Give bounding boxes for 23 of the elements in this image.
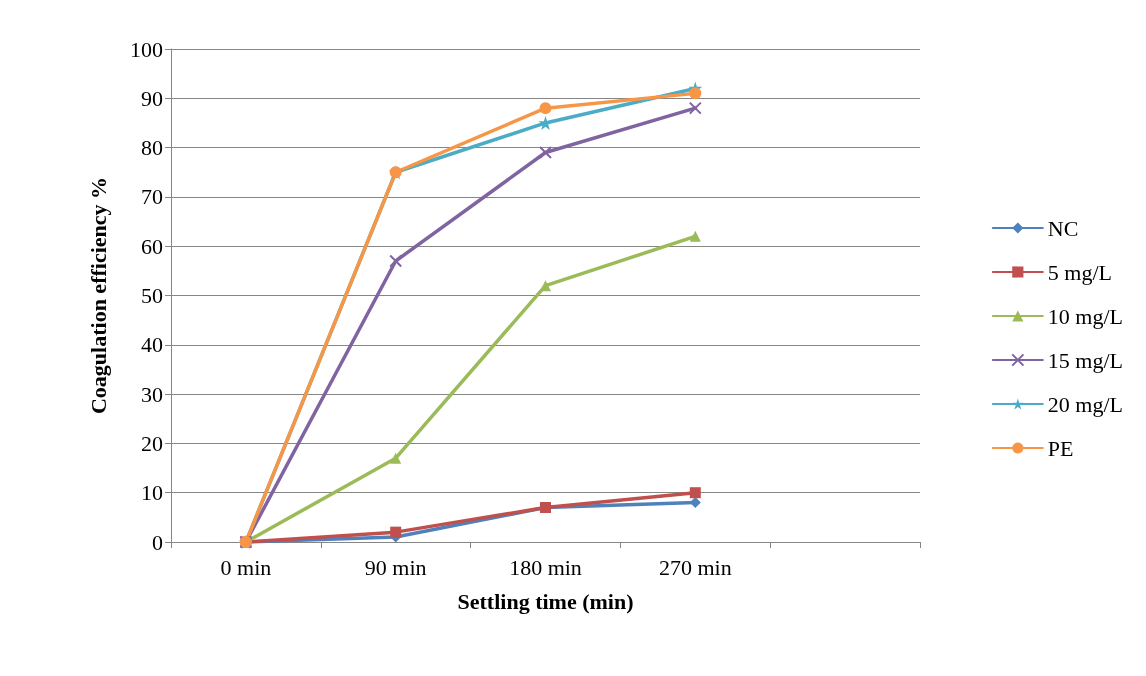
x-tick-label: 180 min — [509, 554, 582, 580]
y-tick-label: 40 — [141, 332, 163, 358]
y-tick-label: 30 — [141, 381, 163, 407]
legend-label: 15 mg/L — [1047, 347, 1124, 373]
y-tick-label: 80 — [141, 135, 163, 161]
y-tick-label: 10 — [141, 480, 163, 506]
legend-label: 10 mg/L — [1047, 303, 1124, 329]
legend-label: 20 mg/L — [1047, 391, 1124, 417]
y-tick-label: 100 — [130, 36, 163, 62]
legend-label: NC — [1047, 215, 1079, 241]
y-axis-title: Coagulation efficiency % — [85, 176, 111, 415]
y-tick-label: 70 — [141, 184, 163, 210]
x-tick-label: 270 min — [658, 554, 732, 580]
x-tick-label: 0 min — [220, 554, 272, 580]
x-axis-title: Settling time (min) — [457, 588, 634, 614]
legend-label: 5 mg/L — [1047, 259, 1113, 285]
y-tick-label: 50 — [141, 283, 163, 308]
legend-label: PE — [1047, 435, 1074, 461]
y-tick-label: 0 — [152, 529, 163, 555]
x-tick-label: 90 min — [364, 554, 427, 580]
y-tick-label: 20 — [141, 430, 163, 456]
y-tick-label: 90 — [141, 85, 163, 111]
y-tick-label: 60 — [141, 233, 163, 259]
